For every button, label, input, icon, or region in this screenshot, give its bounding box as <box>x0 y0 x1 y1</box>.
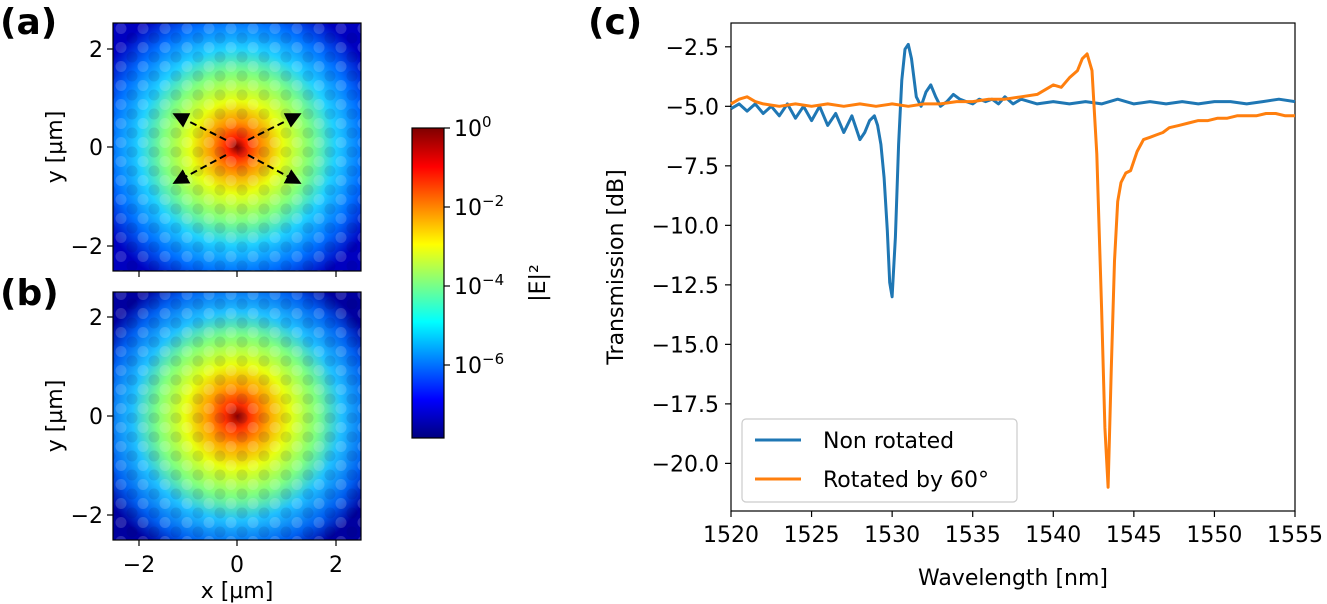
a-ytick-top: 2 <box>89 38 103 63</box>
transmission-chart: 1520 1525 1530 1535 1540 1545 1550 1555 −2.5 −5.0… <box>604 22 1323 591</box>
legend-box <box>741 418 1018 503</box>
chart-ylabel: Transmission [dB] <box>604 169 629 365</box>
heatmap-a: 2 0 −2 y [µm] <box>43 22 362 277</box>
panel-b-label: (b) <box>0 273 59 314</box>
heatmap-a-lattice <box>113 23 361 271</box>
x-tick-label: 1525 <box>784 523 840 548</box>
chart-xlabel: Wavelength [nm] <box>918 566 1108 591</box>
b-ytick-mid: 0 <box>89 405 103 430</box>
panel-a-label: (a) <box>0 2 57 43</box>
x-tick-label: 1550 <box>1186 523 1242 548</box>
y-tick-label: −2.5 <box>666 36 719 61</box>
x-tick-label: 1530 <box>864 523 920 548</box>
x-tick-label: 1535 <box>945 523 1001 548</box>
y-tick-label: −10.0 <box>652 214 719 239</box>
arrow-up-right <box>247 113 302 141</box>
heatmap-b: 2 0 −2 y [µm] −2 0 2 x [µm] <box>43 291 362 604</box>
heatmap-b-lattice <box>113 292 361 540</box>
legend-label-non-rotated: Non rotated <box>823 429 954 454</box>
b-xlabel: x [µm] <box>201 579 274 604</box>
colorbar-tick-3: 10−6 <box>454 350 504 379</box>
legend-label-rotated: Rotated by 60° <box>823 468 989 493</box>
colorbar-tick-1: 10−2 <box>454 192 504 221</box>
x-tick-label: 1540 <box>1025 523 1081 548</box>
y-tick-label: −15.0 <box>652 333 719 358</box>
colorbar-tick-0: 100 <box>454 113 492 142</box>
arrow-down-right <box>247 154 302 184</box>
arrow-down-left <box>172 154 227 184</box>
b-ylabel: y [µm] <box>43 380 68 453</box>
colorbar-tick-2: 10−4 <box>454 271 504 300</box>
a-ylabel: y [µm] <box>43 111 68 184</box>
arrow-up-left <box>172 113 227 141</box>
b-ytick-bottom: −2 <box>71 504 103 529</box>
chart-legend: Non rotated Rotated by 60° <box>741 418 1018 503</box>
b-xtick-mid: 0 <box>230 553 244 578</box>
series-line-rotated <box>730 52 1295 489</box>
y-tick-label: −20.0 <box>652 452 719 477</box>
panel-c-label: (c) <box>588 2 642 43</box>
y-tick-label: −7.5 <box>666 155 719 180</box>
y-tick-label: −17.5 <box>652 393 719 418</box>
x-tick-label: 1520 <box>703 523 759 548</box>
b-xtick-left: −2 <box>123 553 155 578</box>
colorbar-bar <box>411 127 445 439</box>
x-tick-label: 1555 <box>1267 523 1323 548</box>
y-tick-label: −5.0 <box>666 95 719 120</box>
x-tick-label: 1545 <box>1106 523 1162 548</box>
a-ytick-bottom: −2 <box>71 235 103 260</box>
a-ytick-mid: 0 <box>89 136 103 161</box>
colorbar: 100 10−2 10−4 10−6 |E|² <box>411 113 551 439</box>
b-xtick-right: 2 <box>329 553 343 578</box>
colorbar-label: |E|² <box>526 264 551 302</box>
b-ytick-top: 2 <box>89 306 103 331</box>
y-tick-label: −12.5 <box>652 274 719 299</box>
